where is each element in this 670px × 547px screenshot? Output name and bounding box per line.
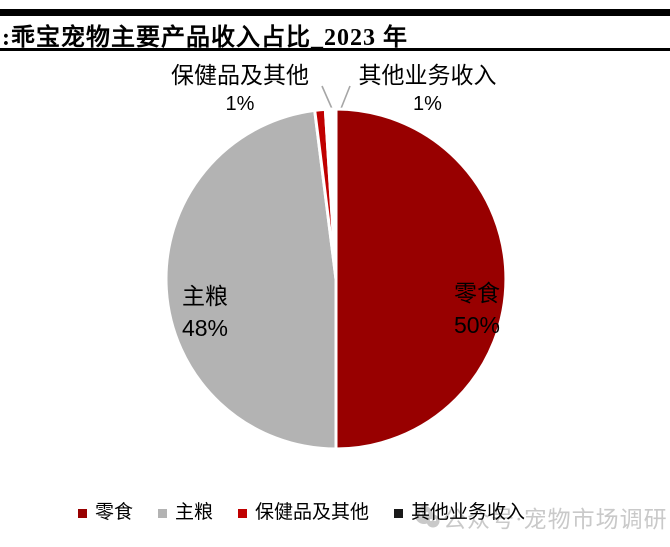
legend-item-other: 其他业务收入	[394, 501, 525, 525]
legend-item-snack: 零食	[78, 501, 133, 525]
pie-label-staple: 主粮 48%	[150, 284, 260, 341]
callout-other-value: 1%	[413, 93, 442, 115]
watermark: 公众号·宠物市场调研	[414, 500, 668, 534]
callout-health-label: 保健品及其他	[171, 63, 309, 88]
legend-item-health: 保健品及其他	[238, 501, 369, 525]
wechat-icon	[415, 505, 440, 527]
pie-label-staple-name: 主粮	[182, 284, 228, 309]
pie-slice-主粮	[164, 108, 338, 451]
pie-label-snack: 零食 50%	[422, 281, 532, 338]
chart-title: :乖宝宠物主要产品收入占比_2023 年	[2, 25, 408, 51]
callout-other-label: 其他业务收入	[358, 63, 497, 88]
legend-marker-other	[394, 508, 404, 518]
callout-health-value: 1%	[225, 93, 255, 115]
callout-other: 其他业务收入 1%	[345, 63, 510, 116]
legend-label-snack: 零食	[95, 502, 134, 523]
legend-marker-health	[238, 508, 248, 518]
pie-slice-零食	[334, 107, 508, 451]
legend-marker-snack	[78, 508, 87, 518]
title-underline	[0, 48, 670, 51]
legend-label-health: 保健品及其他	[255, 502, 370, 523]
legend-item-staple: 主粮	[158, 501, 213, 525]
pie-label-snack-name: 零食	[454, 281, 500, 306]
leader-lines	[321, 85, 351, 112]
legend: 零食 主粮 保健品及其他 其他业务收入	[78, 501, 525, 525]
pie-chart	[164, 107, 508, 451]
legend-label-other: 其他业务收入	[411, 502, 526, 523]
pie-label-snack-value: 50%	[453, 312, 501, 338]
legend-label-staple: 主粮	[175, 502, 214, 523]
top-bar	[0, 9, 670, 16]
callout-health: 保健品及其他 1%	[155, 63, 325, 116]
legend-marker-staple	[158, 508, 168, 518]
pie-label-staple-value: 48%	[181, 315, 229, 341]
pie-slice-其他业务收入	[323, 107, 338, 281]
watermark-text: 公众号·宠物市场调研	[443, 507, 668, 532]
